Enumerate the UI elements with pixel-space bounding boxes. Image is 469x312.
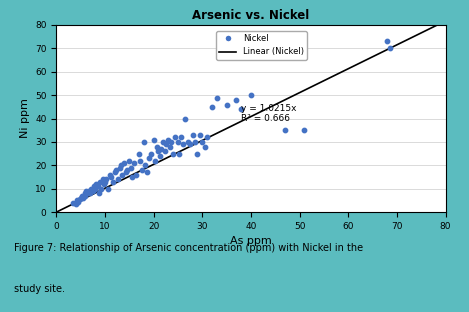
Point (247, 93, 255, 98)
Point (88, 186, 95, 191)
Point (153, 144, 160, 149)
Point (189, 132, 196, 137)
Point (72, 202, 79, 207)
Point (147, 151, 155, 156)
Point (122, 170, 129, 175)
Point (111, 170, 118, 175)
Point (87, 191, 94, 196)
Point (100, 182, 108, 187)
Point (151, 158, 159, 163)
Point (83, 188, 90, 193)
Point (138, 168, 146, 173)
Point (208, 104, 216, 110)
Point (150, 137, 157, 142)
Point (177, 135, 185, 140)
Point (82, 193, 89, 198)
Point (116, 165, 123, 170)
Point (233, 97, 240, 102)
Point (142, 163, 149, 168)
Point (135, 151, 143, 156)
Point (130, 161, 138, 166)
Point (237, 107, 245, 112)
Point (213, 95, 220, 100)
Point (155, 149, 162, 154)
Point (132, 172, 139, 177)
Point (78, 193, 85, 198)
Point (162, 142, 170, 147)
Point (99, 177, 106, 182)
Point (76, 197, 83, 202)
Point (223, 102, 230, 107)
Point (383, 39, 391, 44)
Text: y = 1.0215x
R² = 0.666: y = 1.0215x R² = 0.666 (241, 104, 297, 123)
Point (184, 139, 191, 144)
Point (103, 177, 110, 182)
Y-axis label: Ni ppm: Ni ppm (20, 99, 30, 139)
Point (174, 139, 182, 144)
Point (117, 163, 125, 168)
Point (143, 170, 151, 175)
Point (121, 161, 128, 166)
Point (145, 156, 152, 161)
Point (97, 186, 105, 191)
Point (81, 191, 88, 196)
Point (191, 139, 199, 144)
Point (77, 196, 84, 201)
Point (106, 172, 113, 177)
Title: Arsenic vs. Nickel: Arsenic vs. Nickel (192, 9, 310, 22)
Point (73, 198, 81, 203)
Point (126, 158, 133, 163)
Point (158, 147, 165, 152)
Point (182, 116, 189, 121)
Point (175, 151, 183, 156)
Point (165, 137, 172, 142)
Point (104, 186, 112, 191)
Point (114, 177, 121, 182)
Point (84, 191, 91, 196)
Point (129, 175, 136, 180)
Point (161, 149, 168, 154)
Point (281, 128, 289, 133)
Point (169, 151, 177, 156)
Point (156, 154, 164, 158)
Point (159, 139, 167, 144)
Point (109, 179, 116, 184)
Point (79, 196, 87, 201)
Point (167, 139, 175, 144)
Point (107, 175, 115, 180)
Point (194, 151, 201, 156)
Point (301, 128, 308, 133)
Point (101, 179, 109, 184)
Point (179, 142, 187, 147)
Point (94, 184, 101, 189)
Point (186, 142, 194, 147)
Point (119, 172, 126, 177)
Point (69, 200, 77, 205)
Point (201, 144, 208, 149)
Legend: Nickel, Linear (Nickel): Nickel, Linear (Nickel) (216, 31, 307, 60)
Point (123, 168, 131, 173)
Point (166, 144, 174, 149)
Point (198, 139, 206, 144)
Point (91, 186, 99, 191)
Point (204, 135, 211, 140)
Point (75, 199, 82, 204)
Point (127, 165, 135, 170)
X-axis label: As ppm: As ppm (230, 236, 272, 246)
Point (96, 179, 104, 184)
Point (95, 191, 103, 196)
Point (171, 135, 178, 140)
Point (196, 132, 204, 137)
Point (86, 188, 93, 193)
Text: Figure 7: Relationship of Arsenic concentration (ppm) with Nickel in the: Figure 7: Relationship of Arsenic concen… (14, 243, 363, 253)
Point (386, 46, 393, 51)
Point (92, 182, 100, 187)
Text: study site.: study site. (14, 284, 65, 294)
Point (91, 184, 98, 189)
Point (140, 139, 148, 144)
Point (89, 188, 97, 193)
Point (113, 168, 120, 173)
Point (136, 158, 144, 163)
